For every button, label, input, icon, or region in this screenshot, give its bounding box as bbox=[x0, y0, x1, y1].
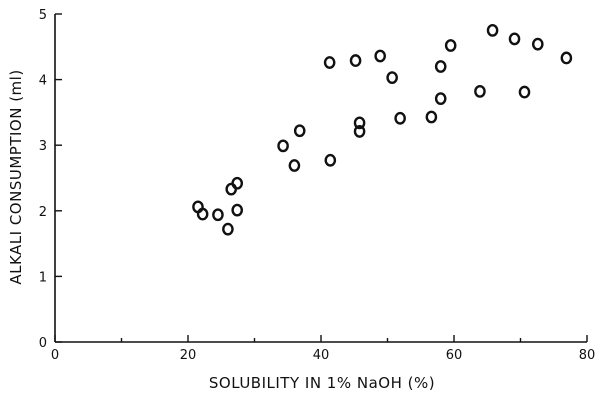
data-point bbox=[225, 182, 238, 196]
data-point bbox=[434, 92, 447, 106]
data-point bbox=[222, 222, 234, 236]
y-tick-label: 5 bbox=[39, 8, 47, 23]
data-point bbox=[324, 153, 337, 167]
data-points bbox=[192, 24, 573, 236]
data-point bbox=[486, 24, 499, 37]
x-tick-label: 80 bbox=[579, 348, 595, 363]
x-tick-label: 60 bbox=[446, 348, 463, 363]
data-point bbox=[444, 39, 457, 52]
axes bbox=[54, 14, 587, 343]
data-point bbox=[353, 116, 366, 130]
data-point bbox=[434, 60, 447, 73]
data-point bbox=[425, 110, 438, 124]
data-point bbox=[349, 54, 362, 67]
data-point bbox=[293, 124, 306, 138]
data-point bbox=[394, 111, 406, 125]
data-point bbox=[518, 85, 531, 99]
data-point bbox=[288, 159, 301, 172]
data-point bbox=[374, 49, 386, 63]
data-point bbox=[386, 71, 398, 85]
data-point bbox=[231, 176, 244, 190]
data-point bbox=[277, 139, 289, 153]
x-tick-label: 40 bbox=[313, 348, 330, 363]
y-tick-label: 1 bbox=[39, 270, 47, 285]
data-point bbox=[508, 32, 521, 46]
y-axis-title: ALKALI CONSUMPTION (ml) bbox=[7, 69, 25, 284]
data-point bbox=[323, 56, 336, 69]
data-point bbox=[231, 203, 244, 217]
y-tick-label: 3 bbox=[39, 139, 47, 154]
x-tick-label: 0 bbox=[51, 348, 59, 363]
data-point bbox=[353, 125, 366, 138]
y-tick-label: 2 bbox=[39, 205, 47, 220]
data-point bbox=[196, 207, 209, 221]
x-axis-title: SOLUBILITY IN 1% NaOH (%) bbox=[209, 374, 435, 392]
x-tick-label: 20 bbox=[180, 348, 197, 363]
data-point bbox=[212, 208, 224, 222]
ticks: 0 20 40 60 80 0 1 2 3 4 5 bbox=[39, 8, 595, 363]
data-point bbox=[560, 51, 573, 65]
y-tick-label: 4 bbox=[39, 74, 47, 89]
data-point bbox=[531, 37, 544, 51]
y-tick-label: 0 bbox=[39, 336, 47, 351]
data-point bbox=[474, 85, 486, 98]
